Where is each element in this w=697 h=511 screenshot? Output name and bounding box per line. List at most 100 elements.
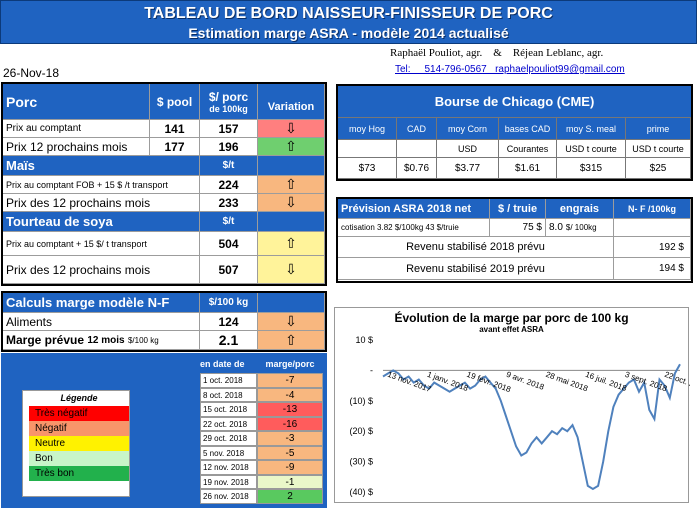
- marge-unit: $/100 kg: [127, 335, 159, 345]
- soya-value: 504: [200, 232, 258, 256]
- y-tick-label: (20) $: [349, 426, 373, 436]
- y-tick-label: (40) $: [349, 487, 373, 497]
- cme-units-cell: [397, 140, 437, 158]
- asra-title: Prévision ASRA 2018 net: [338, 199, 490, 219]
- porc-value: 196: [200, 138, 258, 156]
- marge-sub: 12 mois: [87, 334, 125, 346]
- engrais-unit: $/ 100kg: [565, 223, 597, 232]
- cme-heads-cell: CAD: [397, 118, 437, 140]
- calc-unit: $/100 kg: [200, 293, 258, 313]
- variation-col: Variation: [258, 84, 325, 120]
- cme-values-cell: $315: [557, 158, 626, 179]
- cme-values-cell: $25: [626, 158, 691, 179]
- calc-table: Calculs marge modèle N-F $/100 kg Alimen…: [1, 291, 327, 352]
- porc-value: 157: [200, 120, 258, 138]
- cme-values-cell: $1.61: [499, 158, 557, 179]
- history-value: -4: [257, 387, 323, 402]
- history-value: 2: [257, 489, 323, 504]
- contact-link[interactable]: Tel: 514-796-0567 raphaelpouliot99@gmail…: [395, 64, 625, 75]
- arrow-up-icon: ⇧: [258, 232, 325, 256]
- cme-values-cell: $3.77: [437, 158, 499, 179]
- cme-units-cell: USD: [437, 140, 499, 158]
- cme-values-cell: $0.76: [397, 158, 437, 179]
- legend-item: Très bon: [29, 466, 129, 481]
- history-date: 22 oct. 2018: [200, 416, 257, 431]
- mais-value: 233: [200, 194, 258, 212]
- x-tick-label: 9 avr. 2018: [505, 370, 546, 392]
- arrow-down-icon: ⇩: [258, 120, 325, 138]
- history-value: -13: [257, 402, 323, 417]
- dashboard-header: TABLEAU DE BORD NAISSEUR-FINISSEUR DE PO…: [0, 0, 697, 44]
- per-pig-unit: de 100kg: [209, 103, 248, 114]
- engrais-value: 8.0: [549, 222, 563, 233]
- history-row: 26 nov. 2018 2: [200, 489, 327, 504]
- history-value: -7: [257, 373, 323, 388]
- arrow-down-icon: ⇩: [258, 256, 325, 284]
- y-tick-label: (10) $: [349, 396, 373, 406]
- cme-heads-cell: moy Corn: [437, 118, 499, 140]
- rev2018-label: Revenu stabilisé 2018 prévu: [338, 237, 614, 258]
- legend-item: Neutre: [29, 436, 129, 451]
- y-tick-label: -: [370, 365, 373, 375]
- x-tick-label: 13 nov. 2017: [386, 370, 433, 394]
- history-date: 29 oct. 2018: [200, 431, 257, 446]
- history-value: -5: [257, 445, 323, 460]
- soya-row-label: Prix des 12 prochains mois: [3, 256, 200, 284]
- history-marge-col: marge/porc: [265, 359, 315, 369]
- legend-item: Négatif: [29, 421, 129, 436]
- rev2018-value: 192 $: [614, 237, 691, 258]
- rev2019-value: 194 $: [614, 258, 691, 280]
- history-date: 5 nov. 2018: [200, 445, 257, 460]
- chart-plot: 10 $ - (10) $ (20) $ (30) $ (40) $ 13 nov. 201…: [349, 335, 690, 497]
- history-date-col: en date de: [200, 359, 245, 369]
- per-pig-col: $/ porc: [208, 89, 249, 104]
- cme-values-cell: $73: [338, 158, 397, 179]
- porc-pool-value: 141: [150, 120, 200, 138]
- cme-heads-cell: moy S. meal: [557, 118, 626, 140]
- mais-title: Maïs: [3, 156, 200, 176]
- history-value: -3: [257, 431, 323, 446]
- authors: Raphaël Pouliot, agr. & Réjean Leblanc, …: [390, 47, 604, 59]
- porc-title: Porc: [3, 84, 150, 120]
- history-value: -16: [257, 416, 323, 431]
- arrow-down-icon: ⇩: [258, 194, 325, 212]
- y-tick-label: 10 $: [355, 335, 373, 345]
- legend-title: Légende: [60, 393, 98, 403]
- series-line: [382, 363, 681, 491]
- page-title: TABLEAU DE BORD NAISSEUR-FINISSEUR DE PO…: [144, 5, 553, 22]
- marge-label: Marge prévue: [6, 333, 85, 347]
- cme-title: Bourse de Chicago (CME): [338, 86, 691, 118]
- report-date: 26-Nov-18: [3, 66, 60, 80]
- cotisation-label: cotisation 3.82 $/100kg 43 $/truie: [338, 219, 490, 237]
- y-tick-label: (30) $: [349, 457, 373, 467]
- mais-value: 224: [200, 176, 258, 194]
- x-tick-label: 19 févr. 2018: [465, 370, 512, 394]
- aliments-label: Aliments: [3, 313, 200, 331]
- arrow-up-icon: ⇧: [258, 176, 325, 194]
- margin-chart: Évolution de la marge par porc de 100 kg…: [334, 307, 690, 503]
- asra-panel: Prévision ASRA 2018 net $ / truie engrai…: [336, 197, 693, 283]
- legend-item: Bon: [29, 451, 129, 466]
- history-date: 26 nov. 2018: [200, 489, 257, 504]
- history-row: 5 nov. 2018 -5: [200, 445, 327, 460]
- soya-unit: $/t: [200, 212, 258, 232]
- asra-col-truie: $ / truie: [490, 199, 546, 219]
- mais-row-label: Prix des 12 prochains mois: [3, 194, 200, 212]
- history-date: 8 oct. 2018: [200, 387, 257, 402]
- arrow-up-icon: ⇧: [258, 138, 325, 156]
- rev2019-label: Revenu stabilisé 2019 prévu: [338, 258, 614, 280]
- mais-row-label: Prix au comptant FOB + 15 $ /t transport: [3, 176, 200, 194]
- history-date: 15 oct. 2018: [200, 402, 257, 417]
- chart-subtitle: avant effet ASRA: [479, 325, 544, 334]
- history-date: 19 nov. 2018: [200, 474, 257, 489]
- chart-title: Évolution de la marge par porc de 100 kg: [394, 311, 629, 325]
- price-table: Porc $ pool $/ porc de 100kg Variation P…: [1, 82, 327, 286]
- history-date: 1 oct. 2018: [200, 373, 257, 388]
- cme-heads-cell: bases CAD: [499, 118, 557, 140]
- porc-row-label: Prix 12 prochains mois: [3, 138, 150, 156]
- arrow-down-icon: ⇩: [258, 313, 325, 331]
- history-row: 19 nov. 2018 -1: [200, 474, 327, 489]
- porc-row-label: Prix au comptant: [3, 120, 150, 138]
- legend: Légende Très négatif Négatif Neutre Bon Très…: [22, 390, 130, 497]
- soya-row-label: Prix au comptant + 15 $/ t transport: [3, 232, 200, 256]
